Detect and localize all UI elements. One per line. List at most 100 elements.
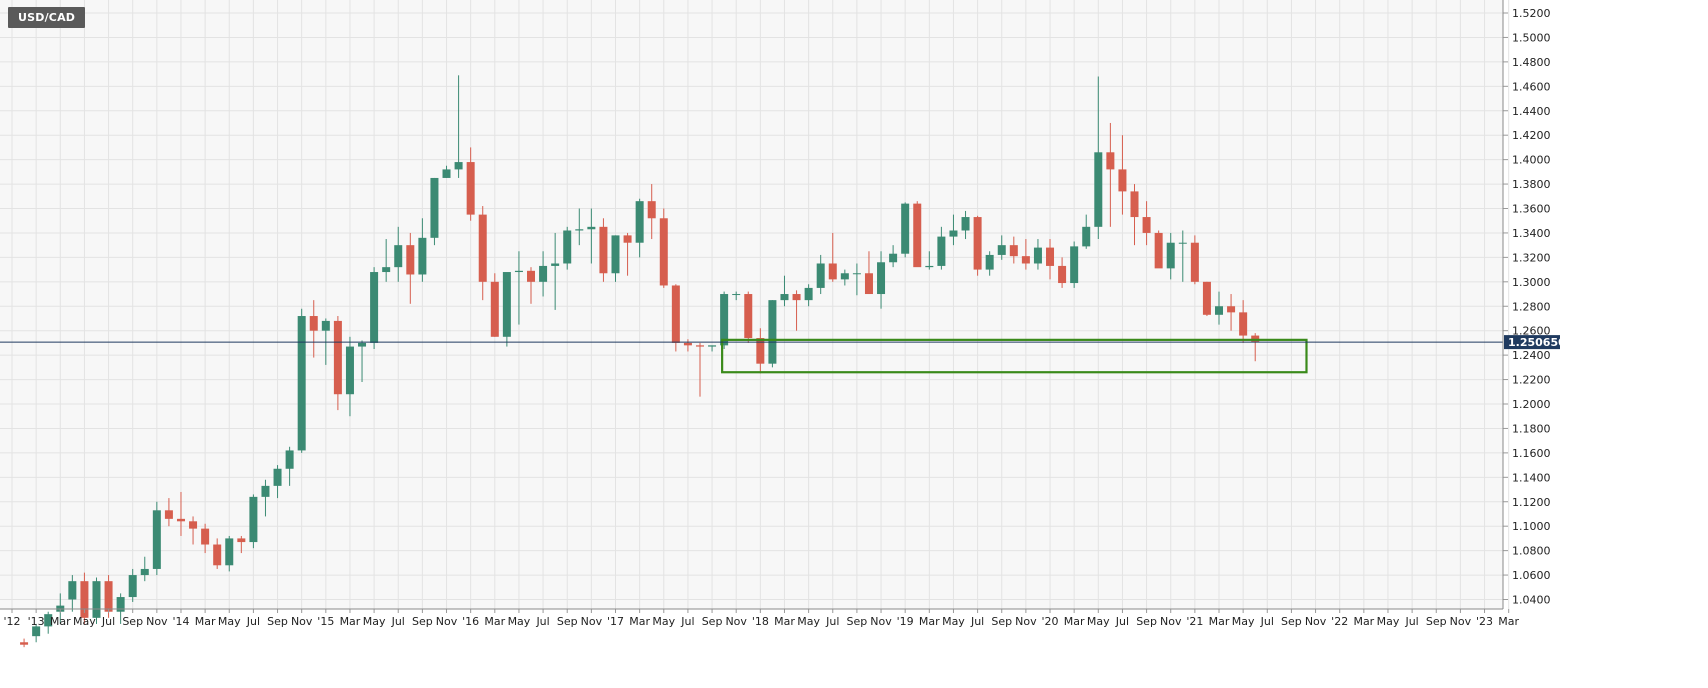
candle[interactable] bbox=[406, 232, 415, 304]
candle[interactable] bbox=[1227, 294, 1236, 331]
candle[interactable] bbox=[551, 232, 560, 310]
candle[interactable] bbox=[925, 251, 934, 270]
candle[interactable] bbox=[575, 208, 584, 246]
candle[interactable] bbox=[1046, 239, 1055, 280]
candle[interactable] bbox=[973, 215, 982, 276]
candle[interactable] bbox=[768, 300, 777, 368]
candle[interactable] bbox=[394, 226, 403, 282]
candle[interactable] bbox=[877, 251, 886, 309]
candle[interactable] bbox=[164, 498, 173, 527]
candle[interactable] bbox=[1154, 230, 1163, 269]
candle[interactable] bbox=[1082, 214, 1091, 249]
candle[interactable] bbox=[599, 218, 608, 282]
support-zone-box[interactable] bbox=[721, 338, 1308, 374]
candle[interactable] bbox=[418, 218, 427, 282]
candle[interactable] bbox=[358, 340, 367, 383]
candle[interactable] bbox=[563, 226, 572, 270]
candle[interactable] bbox=[225, 535, 234, 572]
candle[interactable] bbox=[176, 491, 185, 536]
candle[interactable] bbox=[840, 269, 849, 286]
candle[interactable] bbox=[985, 251, 994, 276]
candle[interactable] bbox=[80, 572, 89, 624]
candle[interactable] bbox=[333, 316, 342, 411]
candle[interactable] bbox=[659, 208, 668, 288]
candle[interactable] bbox=[1058, 257, 1067, 288]
candle[interactable] bbox=[382, 239, 391, 282]
candle[interactable] bbox=[997, 235, 1006, 260]
candle[interactable] bbox=[1130, 184, 1139, 246]
candle[interactable] bbox=[92, 577, 101, 624]
candle[interactable] bbox=[285, 446, 294, 486]
candle[interactable] bbox=[32, 623, 41, 643]
candle[interactable] bbox=[1215, 291, 1223, 325]
candle[interactable] bbox=[201, 523, 210, 554]
candle[interactable] bbox=[756, 328, 765, 374]
candle[interactable] bbox=[816, 254, 825, 295]
candle[interactable] bbox=[539, 251, 548, 297]
candle[interactable] bbox=[152, 501, 161, 576]
candle[interactable] bbox=[1106, 122, 1115, 227]
candle[interactable] bbox=[128, 568, 137, 602]
candle[interactable] bbox=[913, 201, 922, 268]
candle[interactable] bbox=[430, 177, 439, 246]
candle[interactable] bbox=[695, 342, 704, 397]
candle[interactable] bbox=[901, 202, 910, 258]
candle[interactable] bbox=[140, 556, 149, 582]
candle[interactable] bbox=[44, 611, 53, 634]
candle[interactable] bbox=[273, 465, 282, 499]
candle[interactable] bbox=[744, 291, 753, 343]
candle[interactable] bbox=[961, 210, 970, 240]
candle[interactable] bbox=[780, 275, 789, 307]
candle[interactable] bbox=[20, 638, 29, 648]
candle[interactable] bbox=[442, 165, 451, 178]
candle[interactable] bbox=[587, 208, 596, 264]
candle[interactable] bbox=[792, 290, 801, 331]
candle[interactable] bbox=[1178, 230, 1187, 282]
candle[interactable] bbox=[1202, 281, 1211, 317]
candle[interactable] bbox=[671, 284, 680, 352]
candle[interactable] bbox=[297, 308, 306, 453]
candle[interactable] bbox=[249, 494, 258, 549]
candle[interactable] bbox=[683, 339, 692, 352]
candle[interactable] bbox=[514, 251, 523, 325]
candle[interactable] bbox=[635, 198, 644, 258]
candle[interactable] bbox=[454, 75, 463, 178]
candle[interactable] bbox=[345, 336, 354, 417]
candle[interactable] bbox=[370, 267, 379, 350]
candle[interactable] bbox=[1070, 241, 1079, 288]
candle[interactable] bbox=[1239, 300, 1248, 343]
candle[interactable] bbox=[68, 575, 77, 612]
candle[interactable] bbox=[213, 538, 222, 569]
candle[interactable] bbox=[502, 272, 511, 347]
candle[interactable] bbox=[1118, 135, 1127, 215]
candle[interactable] bbox=[623, 232, 632, 276]
candle[interactable] bbox=[309, 300, 318, 358]
candle[interactable] bbox=[527, 267, 536, 304]
candle[interactable] bbox=[189, 516, 198, 545]
candle[interactable] bbox=[804, 284, 813, 307]
candle[interactable] bbox=[1251, 333, 1260, 362]
candle[interactable] bbox=[949, 214, 958, 246]
candle[interactable] bbox=[478, 206, 487, 301]
candle[interactable] bbox=[1166, 232, 1175, 280]
candle[interactable] bbox=[889, 245, 898, 268]
candle[interactable] bbox=[937, 226, 946, 270]
candle[interactable] bbox=[864, 251, 873, 295]
candle[interactable] bbox=[261, 479, 270, 517]
candle[interactable] bbox=[611, 235, 620, 282]
candle[interactable] bbox=[1190, 235, 1199, 285]
candle[interactable] bbox=[1142, 201, 1151, 246]
candle[interactable] bbox=[828, 232, 837, 282]
candle[interactable] bbox=[852, 263, 861, 296]
candle[interactable] bbox=[237, 535, 246, 554]
candle[interactable] bbox=[1094, 76, 1103, 240]
candle[interactable] bbox=[1009, 236, 1018, 264]
candle[interactable] bbox=[1021, 239, 1030, 270]
candle[interactable] bbox=[490, 273, 499, 337]
candle[interactable] bbox=[647, 184, 656, 240]
candle[interactable] bbox=[732, 291, 741, 301]
candle[interactable] bbox=[1033, 239, 1042, 270]
candle[interactable] bbox=[708, 345, 717, 352]
candle[interactable] bbox=[466, 147, 475, 221]
